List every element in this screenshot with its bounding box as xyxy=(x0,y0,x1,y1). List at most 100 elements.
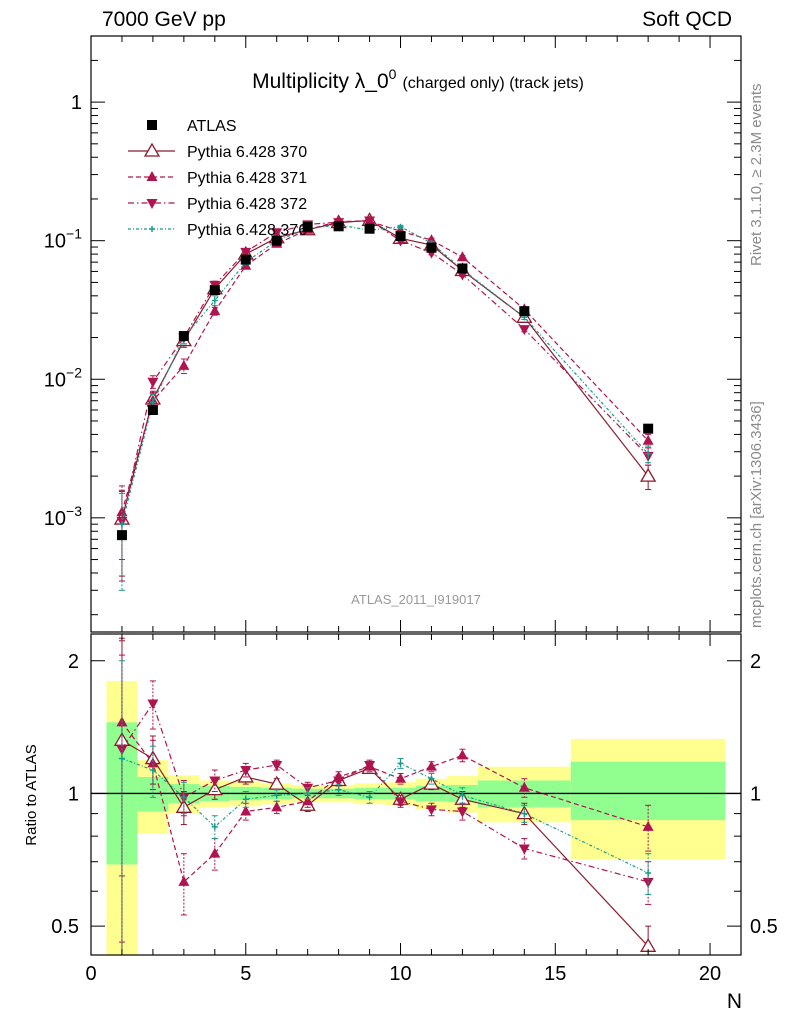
header-category-label: Soft QCD xyxy=(642,8,732,31)
series-line xyxy=(121,219,649,522)
data-point xyxy=(456,749,468,760)
data-point xyxy=(118,755,125,762)
data-point xyxy=(425,760,437,771)
data-point xyxy=(242,796,249,803)
y-tick-label: 10−3 xyxy=(44,503,82,530)
data-point xyxy=(426,242,437,253)
data-point xyxy=(146,199,158,209)
data-point xyxy=(302,795,314,806)
series-pythia-6-428-376 xyxy=(118,660,652,955)
title-main: Multiplicity λ_0 xyxy=(252,70,389,93)
data-point xyxy=(364,761,376,772)
series-pythia-6-428-372 xyxy=(116,216,654,582)
x-tick-label: 15 xyxy=(544,963,566,985)
data-point xyxy=(521,810,528,817)
analysis-watermark: ATLAS_2011_I919017 xyxy=(351,592,481,607)
legend-label: Pythia 6.428 370 xyxy=(187,144,307,161)
legend: ATLAS Pythia 6.428 370 Pythia 6.428 371 Pyt… xyxy=(128,118,307,239)
data-point xyxy=(333,776,345,787)
series-line xyxy=(121,220,649,513)
y-tick-label: 10−1 xyxy=(44,226,82,253)
data-point xyxy=(642,434,654,445)
ratio-y-tick-label-right: 1 xyxy=(750,783,761,805)
data-point xyxy=(149,399,156,406)
data-point xyxy=(240,805,252,816)
legend-item: Pythia 6.428 376 xyxy=(128,222,307,239)
data-point xyxy=(456,251,468,262)
data-point xyxy=(209,776,221,787)
data-point xyxy=(149,226,155,232)
series-line xyxy=(121,702,649,883)
y-tick-exponent: −1 xyxy=(66,226,82,242)
x-tick-label: 0 xyxy=(85,963,96,985)
y-tick-base: 1 xyxy=(71,92,82,114)
title-superscript: 0 xyxy=(389,66,397,82)
legend-label: Pythia 6.428 372 xyxy=(187,196,307,213)
x-axis-label: N xyxy=(727,990,742,1013)
data-point xyxy=(143,142,161,157)
data-point xyxy=(643,423,654,434)
data-point xyxy=(240,247,252,258)
data-point xyxy=(333,221,344,232)
ratio-y-tick-label-left: 0.5 xyxy=(51,916,79,938)
data-point xyxy=(271,235,282,246)
title-suffix: (charged only) (track jets) xyxy=(402,75,583,92)
data-point xyxy=(209,305,221,316)
data-point xyxy=(456,807,468,818)
data-point xyxy=(178,875,190,886)
data-point xyxy=(118,521,125,528)
legend-label: Pythia 6.428 371 xyxy=(187,170,307,187)
data-point xyxy=(335,786,342,793)
data-point xyxy=(397,760,404,767)
x-tick-label: 5 xyxy=(240,963,251,985)
series-line xyxy=(121,757,649,874)
y-tick-base: 10 xyxy=(44,369,66,391)
ratio-y-tick-label-right: 2 xyxy=(750,651,761,673)
data-point xyxy=(645,450,652,457)
data-point xyxy=(271,801,283,812)
legend-label: Pythia 6.428 376 xyxy=(187,222,307,239)
ratio-y-tick-label-left: 1 xyxy=(68,783,79,805)
data-point xyxy=(640,467,657,482)
data-point xyxy=(147,405,158,416)
series-line xyxy=(121,721,649,883)
data-point xyxy=(518,325,530,336)
data-point xyxy=(211,823,218,830)
data-point xyxy=(240,254,251,265)
data-point xyxy=(147,699,159,710)
data-point xyxy=(457,263,468,274)
data-point xyxy=(178,359,190,370)
series-pythia-6-428-371 xyxy=(116,215,654,561)
series-pythia-6-428-370 xyxy=(113,212,657,577)
legend-item: Pythia 6.428 370 xyxy=(128,142,307,161)
series-line xyxy=(121,739,649,947)
series-atlas xyxy=(116,221,654,541)
legend-label: ATLAS xyxy=(187,118,237,135)
series-pythia-6-428-372 xyxy=(116,654,654,943)
data-point xyxy=(423,775,440,790)
series-pythia-6-428-376 xyxy=(118,221,652,591)
data-point xyxy=(116,530,127,541)
data-point xyxy=(642,820,654,831)
ratio-bands xyxy=(106,680,726,955)
y-tick-base: 10 xyxy=(44,508,66,530)
data-point xyxy=(364,216,376,227)
data-point xyxy=(209,847,221,858)
data-point xyxy=(395,772,407,783)
legend-item: Pythia 6.428 371 xyxy=(128,170,307,187)
y-tick-exponent: −3 xyxy=(66,503,82,519)
top-frame xyxy=(90,35,742,633)
header-process-label: 7000 GeV pp xyxy=(102,8,226,31)
chart-title: Multiplicity λ_00 (charged only) (track j… xyxy=(252,66,584,93)
y-tick-label: 10−2 xyxy=(44,364,82,391)
data-point xyxy=(395,231,406,242)
data-point xyxy=(364,223,375,234)
x-tick-label: 10 xyxy=(389,963,411,985)
ratio-y-tick-label-left: 2 xyxy=(68,651,79,673)
y-tick-label: 1 xyxy=(71,92,82,114)
series-line xyxy=(121,224,649,525)
data-point xyxy=(519,306,530,317)
data-point xyxy=(147,377,159,388)
data-point xyxy=(397,223,404,230)
